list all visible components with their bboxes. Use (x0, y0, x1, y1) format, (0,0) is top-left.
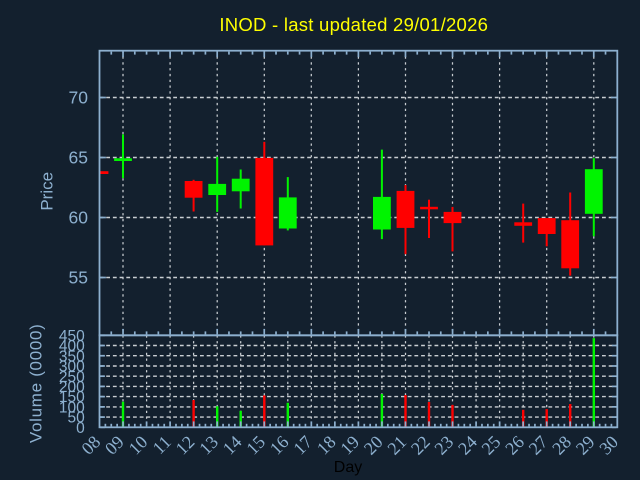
svg-text:200: 200 (59, 379, 85, 396)
svg-text:0: 0 (76, 420, 85, 437)
svg-text:60: 60 (69, 208, 89, 228)
svg-text:55: 55 (69, 268, 88, 288)
svg-text:400: 400 (59, 338, 85, 355)
svg-text:Price: Price (38, 172, 57, 211)
svg-text:150: 150 (59, 389, 85, 406)
svg-text:70: 70 (69, 88, 89, 108)
svg-text:450: 450 (59, 328, 85, 345)
svg-text:250: 250 (59, 369, 85, 386)
svg-text:100: 100 (59, 400, 85, 417)
svg-text:Volume (0000): Volume (0000) (27, 323, 46, 443)
svg-text:50: 50 (68, 410, 86, 427)
svg-text:300: 300 (59, 359, 85, 376)
svg-text:65: 65 (69, 148, 88, 168)
svg-text:Day: Day (334, 459, 362, 476)
svg-text:INOD - last updated 29/01/2026: INOD - last updated 29/01/2026 (219, 14, 488, 35)
svg-text:350: 350 (59, 348, 85, 365)
